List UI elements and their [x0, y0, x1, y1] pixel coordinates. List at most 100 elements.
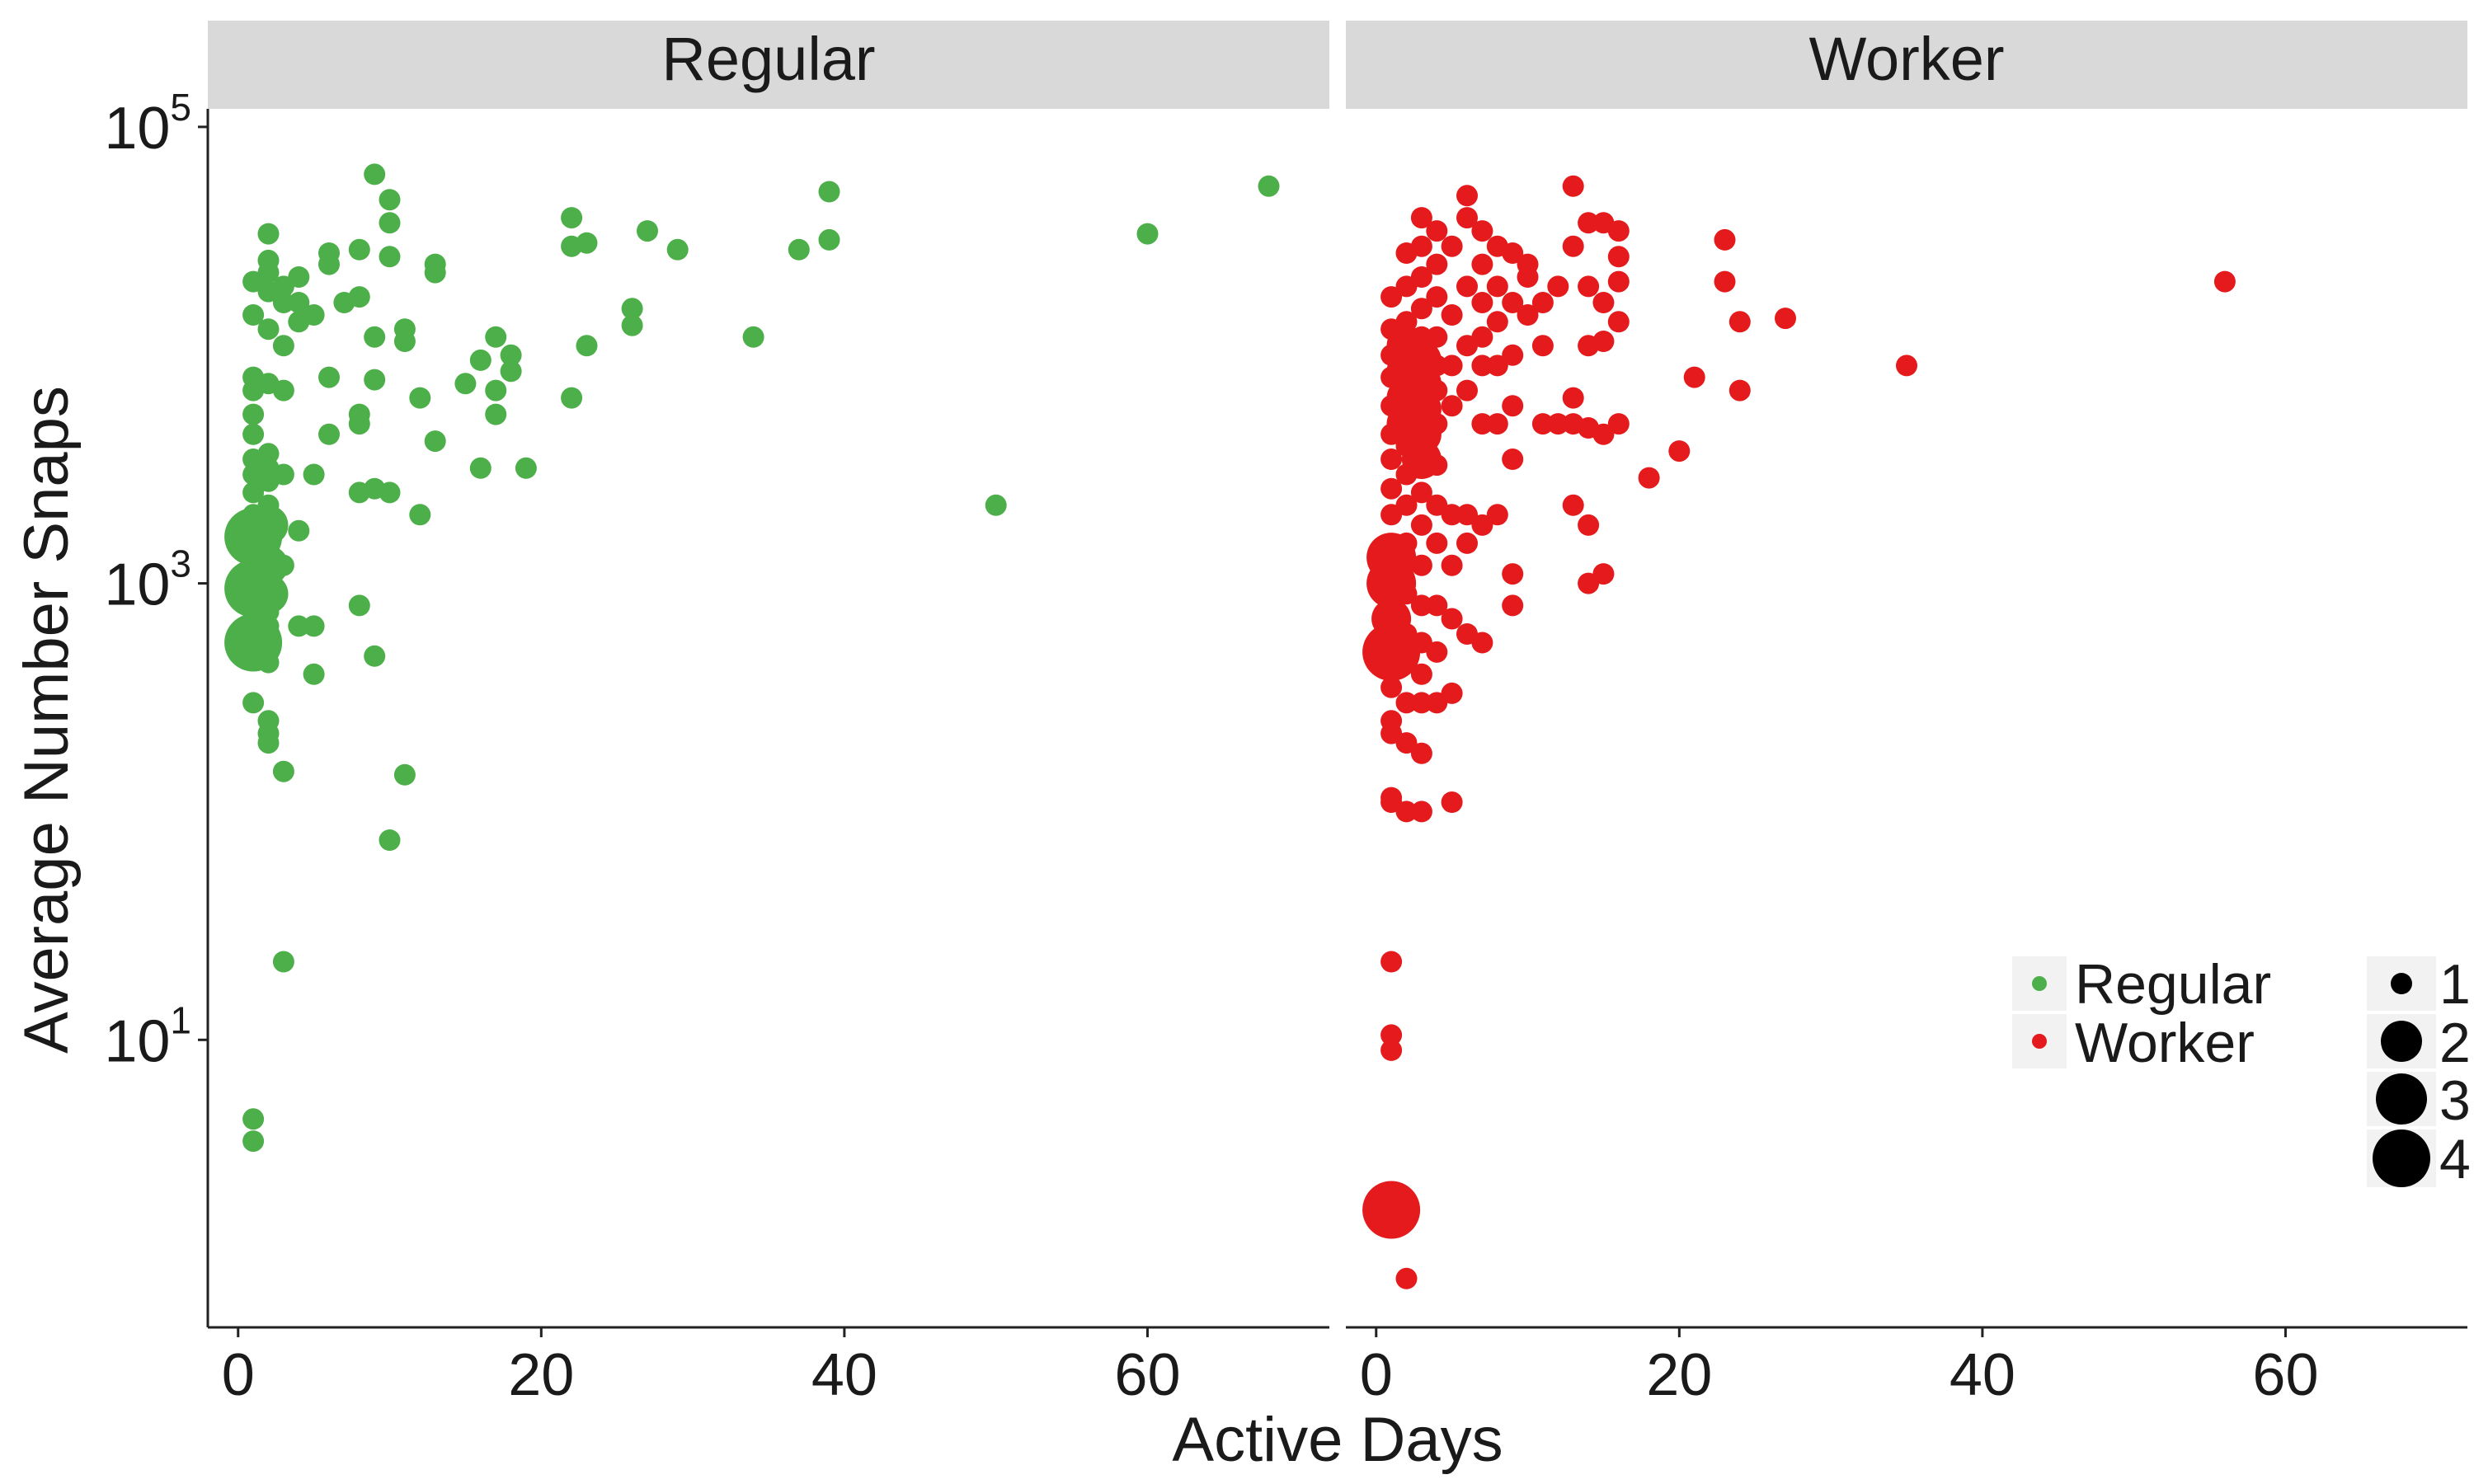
data-point	[288, 292, 310, 313]
data-point	[1380, 448, 1403, 470]
data-point	[1607, 220, 1630, 242]
data-point	[1638, 467, 1660, 489]
data-point	[1502, 594, 1524, 617]
data-point	[576, 335, 598, 357]
data-point	[1395, 532, 1418, 554]
data-point	[1380, 286, 1403, 308]
data-point	[1668, 440, 1691, 463]
data-point	[1410, 326, 1432, 348]
data-point	[2213, 270, 2236, 293]
data-point	[318, 423, 340, 445]
data-point	[1441, 235, 1463, 257]
data-point	[272, 760, 294, 782]
data-point	[1502, 448, 1524, 470]
data-point	[303, 615, 325, 637]
data-point	[788, 238, 810, 261]
legend-size-swatch-1	[2391, 973, 2412, 994]
scatter-panel-regular	[224, 163, 1280, 1153]
data-point	[1471, 253, 1493, 275]
data-point	[348, 238, 370, 261]
data-point	[1258, 175, 1280, 197]
facet-strip-worker: Worker	[1346, 21, 2467, 109]
data-point	[248, 505, 289, 545]
data-point	[1441, 608, 1463, 630]
legend-color-key: Regular Worker	[2012, 953, 2271, 1074]
data-point	[576, 232, 598, 254]
data-point	[1607, 246, 1630, 268]
data-point	[318, 253, 340, 275]
data-point	[1517, 304, 1539, 326]
data-point	[1592, 563, 1615, 585]
data-point	[1562, 387, 1584, 409]
data-point	[379, 189, 401, 211]
data-point	[1471, 413, 1493, 435]
data-point	[1426, 326, 1448, 348]
data-point	[303, 304, 325, 326]
data-point	[1426, 594, 1448, 617]
x-axis-ticks-worker: 0 20 40 60	[1360, 1327, 2319, 1408]
data-point	[1486, 355, 1508, 377]
data-point	[393, 331, 416, 352]
data-point	[348, 286, 370, 308]
data-point	[1486, 413, 1508, 435]
data-point	[1426, 641, 1448, 663]
data-point	[1441, 355, 1463, 377]
data-point	[242, 304, 265, 326]
data-point	[485, 403, 507, 425]
legend-size-swatch-4	[2373, 1129, 2430, 1187]
legend-size-label-2: 2	[2439, 1012, 2471, 1074]
data-point	[1547, 275, 1569, 298]
data-point	[1380, 477, 1403, 500]
data-point	[242, 423, 265, 445]
data-point	[1456, 185, 1478, 207]
legend-label-regular: Regular	[2075, 953, 2271, 1016]
data-point	[1441, 504, 1463, 526]
x-tick-label: 20	[508, 1342, 574, 1408]
data-point	[424, 430, 446, 453]
facet-strip-regular: Regular	[208, 21, 1329, 109]
data-point	[242, 481, 265, 504]
data-point	[257, 223, 280, 245]
legend-size-label-4: 4	[2439, 1128, 2471, 1190]
data-point	[561, 387, 583, 409]
data-point	[1426, 286, 1448, 308]
data-point	[272, 335, 294, 357]
data-point	[288, 266, 310, 288]
data-point	[379, 246, 401, 268]
data-point	[1502, 292, 1524, 313]
data-point	[818, 228, 840, 251]
data-point	[1380, 1024, 1403, 1046]
y-axis-ticks: 101 103 105	[104, 86, 208, 1074]
data-point	[742, 326, 764, 348]
x-tick-label: 60	[1114, 1342, 1180, 1408]
legend-size-key: 1 2 3 4	[2367, 953, 2471, 1190]
x-tick-label: 0	[222, 1342, 255, 1408]
data-point	[303, 463, 325, 486]
data-point	[1607, 311, 1630, 333]
data-point	[348, 413, 370, 435]
data-point	[1471, 326, 1493, 348]
data-point	[500, 360, 522, 383]
data-point	[1471, 632, 1493, 654]
data-point	[424, 261, 446, 284]
data-point	[1441, 791, 1463, 813]
data-point	[1896, 355, 1917, 377]
data-point	[485, 326, 507, 348]
x-axis-title: Active Days	[1172, 1405, 1503, 1475]
data-point	[1592, 292, 1615, 313]
data-point	[272, 463, 294, 486]
data-point	[1426, 379, 1448, 402]
data-point	[257, 318, 280, 340]
data-point	[1362, 1181, 1421, 1239]
x-axis-ticks-regular: 0 20 40 60	[222, 1327, 1181, 1408]
data-point	[1683, 366, 1705, 388]
data-point	[1410, 801, 1432, 823]
data-point	[1136, 223, 1159, 245]
legend: Regular Worker 1 2 3 4	[2012, 953, 2471, 1190]
data-point	[272, 379, 294, 402]
x-tick-label: 40	[1950, 1342, 2015, 1408]
data-point	[1502, 344, 1524, 366]
data-point	[272, 554, 294, 576]
data-point	[1410, 594, 1432, 617]
